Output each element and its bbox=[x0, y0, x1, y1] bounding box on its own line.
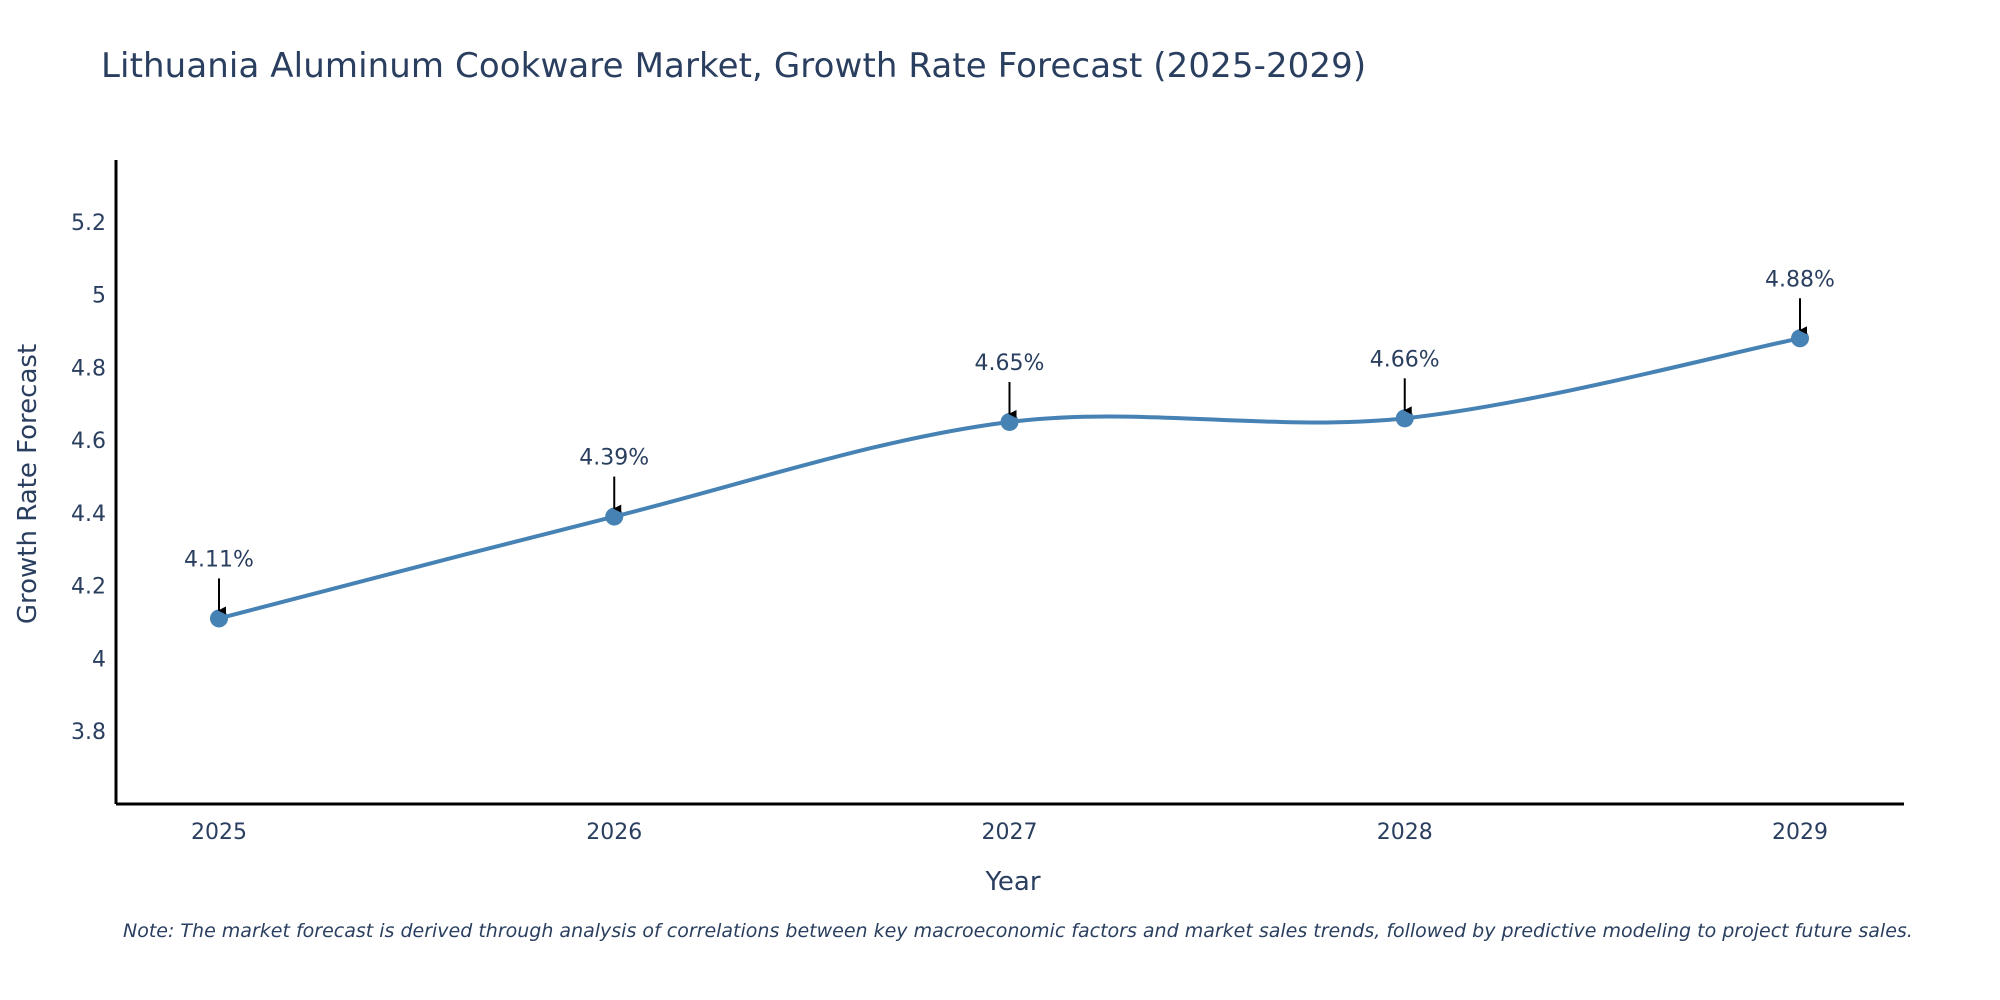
x-tick-label: 2028 bbox=[1377, 820, 1433, 845]
series-line-layer bbox=[217, 336, 1802, 621]
x-axis-title: Year bbox=[984, 867, 1040, 897]
x-tick-label: 2027 bbox=[982, 820, 1038, 845]
y-tick-label: 5.2 bbox=[71, 211, 106, 236]
x-tick-label: 2025 bbox=[191, 820, 247, 845]
data-label: 4.11% bbox=[184, 547, 254, 572]
series-line bbox=[217, 336, 1802, 621]
annotation-layer: 4.11% 4.39% 4.65% 4.66% 4.88% bbox=[184, 267, 1835, 615]
chart-title: Lithuania Aluminum Cookware Market, Grow… bbox=[101, 46, 1367, 86]
data-label: 4.65% bbox=[975, 351, 1045, 376]
y-tick-label: 4.4 bbox=[71, 502, 106, 527]
y-tick-label: 4 bbox=[92, 647, 106, 672]
y-tick-label: 4.8 bbox=[71, 356, 106, 381]
chart-note: Note: The market forecast is derived thr… bbox=[123, 920, 1913, 942]
x-tick-label: 2029 bbox=[1772, 820, 1828, 845]
y-tick-label: 4.2 bbox=[71, 575, 106, 600]
y-axis-title: Growth Rate Forecast bbox=[13, 344, 43, 624]
axes-layer: 3.8 4 4.2 4.4 4.6 4.8 5 5.2 2025 2026 2027 2028 2029 bbox=[71, 160, 1904, 845]
data-point bbox=[210, 609, 228, 628]
data-label: 4.88% bbox=[1765, 267, 1835, 292]
x-tick-label: 2026 bbox=[586, 820, 642, 845]
y-tick-label: 3.8 bbox=[71, 720, 106, 745]
data-point bbox=[1791, 329, 1809, 348]
data-point bbox=[1395, 409, 1414, 428]
data-label: 4.39% bbox=[579, 446, 649, 471]
data-point bbox=[1000, 412, 1019, 431]
data-label: 4.66% bbox=[1370, 347, 1440, 372]
data-point bbox=[605, 507, 624, 526]
y-tick-label: 5 bbox=[92, 284, 106, 309]
y-tick-label: 4.6 bbox=[71, 429, 106, 454]
